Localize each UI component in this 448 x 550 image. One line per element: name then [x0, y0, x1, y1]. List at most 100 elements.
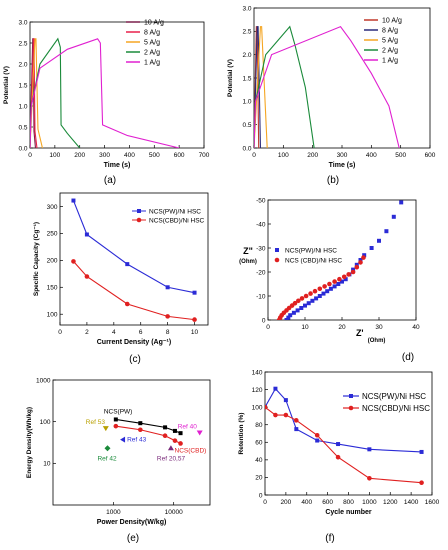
data-point	[384, 229, 389, 234]
y-tick-label: 0	[259, 492, 263, 499]
y-tick-label: 80	[255, 422, 263, 429]
x-tick-label: 10000	[165, 509, 183, 516]
y-tick-label: -20	[256, 269, 266, 276]
y-tick-label: 100	[47, 312, 58, 319]
reference-marker	[120, 436, 126, 443]
data-point	[71, 198, 76, 203]
series-line	[115, 425, 181, 444]
y-axis-unit: (Ohm)	[239, 259, 257, 265]
x-tick-label: 1400	[404, 499, 419, 506]
x-axis-label: Power Density(W/kg)	[97, 519, 167, 526]
x-axis-label: Current Density (Ag⁻¹)	[97, 339, 171, 346]
reference-label: Ref 42	[97, 455, 117, 462]
series-b-2	[254, 26, 268, 148]
data-point	[336, 282, 341, 286]
data-point	[361, 255, 366, 260]
data-point	[377, 238, 381, 243]
data-point	[84, 274, 90, 279]
y-tick-label: -30	[256, 245, 266, 252]
x-tick-label: 40	[412, 324, 420, 331]
series-line	[254, 26, 262, 148]
data-point	[322, 284, 327, 289]
panel-f: 0 200 400 600 800 1000 1200 1400 1600 0 20 40 60 80 10…	[238, 369, 440, 516]
series-a-1	[30, 38, 38, 148]
legend-label: NCS(PW)/Ni HSC	[285, 247, 337, 254]
data-point	[291, 310, 296, 315]
panel-c: 0 2 4 6 8 10 100 150 200 250 300 Current Density (A…	[33, 192, 209, 346]
y-tick-label: 10	[43, 461, 51, 468]
x-axis-label: Time (s)	[104, 162, 131, 169]
x-tick-label: 100	[49, 152, 60, 159]
y-axis-label: Potential (V)	[227, 59, 234, 97]
y-tick-label: 2.0	[242, 52, 251, 59]
data-point	[362, 253, 367, 258]
data-point	[335, 454, 341, 460]
x-tick-label: 2	[85, 329, 89, 336]
legend-marker	[274, 257, 280, 263]
x-tick-label: 0	[263, 499, 267, 506]
data-point	[419, 449, 424, 454]
data-point	[317, 286, 323, 292]
data-point	[71, 259, 76, 264]
x-tick-label: 1200	[383, 499, 398, 506]
x-axis-unit: (Ohm)	[368, 338, 386, 344]
y-tick-label: 100	[40, 419, 51, 426]
x-tick-label: 500	[395, 152, 406, 159]
x-tick-label: 8	[166, 329, 170, 336]
y-tick-label: -10	[256, 293, 266, 300]
panel-d: 0 10 20 30 40 0 -10 -20 -30 -40 -50 Z' (Ohm) Z" (Ohm) N…	[239, 197, 420, 344]
data-point	[138, 421, 143, 426]
legend-label: NCS(CBD)/Ni HSC	[362, 404, 430, 413]
series-e-1	[113, 423, 183, 446]
plot-frame	[52, 379, 211, 506]
data-point	[314, 296, 319, 301]
series-b-1	[254, 26, 262, 148]
x-axis-label: Time (s)	[329, 162, 356, 169]
series-a-2	[30, 38, 43, 148]
legend-marker	[348, 405, 354, 411]
x-tick-label: 600	[322, 499, 333, 506]
data-point	[283, 398, 288, 403]
y-tick-label: 120	[252, 387, 263, 394]
data-point	[172, 438, 178, 443]
x-tick-label: 800	[343, 499, 354, 506]
reference-label: Ref 43	[127, 437, 147, 444]
legend-marker	[137, 209, 141, 213]
data-point	[317, 294, 322, 298]
data-point	[306, 301, 311, 306]
data-point	[336, 442, 341, 447]
x-tick-label: 600	[174, 152, 185, 159]
reference-marker	[102, 426, 109, 432]
series-c-0	[71, 198, 197, 295]
plot-area	[254, 25, 400, 148]
x-tick-label: 300	[99, 152, 110, 159]
data-point	[310, 298, 315, 303]
y-tick-label: 1.0	[18, 103, 27, 110]
x-tick-label: 0	[58, 329, 62, 336]
y-tick-label: 100	[252, 404, 263, 411]
panel-a: 0 100 200 300 400 500 600 700 0.0 0.5 1.0 1.5 2.0 2.5…	[3, 19, 210, 169]
data-point	[332, 279, 337, 284]
y-axis-label: Retention (%)	[238, 413, 245, 455]
y-tick-label: 0.0	[18, 145, 27, 152]
legend-label: 1 A/g	[144, 60, 160, 67]
data-point	[172, 428, 177, 433]
data-point	[341, 274, 347, 280]
data-point	[265, 404, 268, 410]
panel-b: 0 100 200 300 400 500 600 0.0 0.5 1.0 1.5 2.0 2.5 3.0…	[227, 5, 436, 169]
y-tick-label: 2.5	[18, 40, 27, 47]
reference-marker	[196, 430, 203, 436]
legend-marker	[136, 217, 142, 223]
plot-area	[71, 198, 197, 322]
data-point	[328, 286, 333, 291]
data-point	[303, 293, 309, 299]
data-point	[351, 267, 356, 272]
y-axis-label: Potential (V)	[3, 66, 10, 104]
x-tick-label: 200	[307, 152, 318, 159]
data-point	[312, 288, 318, 294]
legend-label: 2 A/g	[382, 48, 398, 55]
data-point	[367, 447, 372, 452]
data-point	[138, 427, 143, 433]
y-tick-label: -50	[256, 197, 266, 204]
